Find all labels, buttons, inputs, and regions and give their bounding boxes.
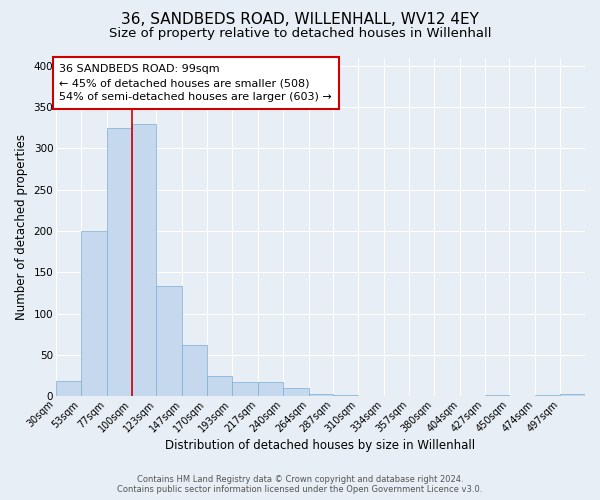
Bar <box>232 382 258 396</box>
Bar <box>131 124 157 396</box>
Bar <box>56 380 81 396</box>
Bar <box>81 231 107 396</box>
Text: 36 SANDBEDS ROAD: 99sqm
← 45% of detached houses are smaller (508)
54% of semi-d: 36 SANDBEDS ROAD: 99sqm ← 45% of detache… <box>59 64 332 102</box>
Bar <box>308 394 334 396</box>
X-axis label: Distribution of detached houses by size in Willenhall: Distribution of detached houses by size … <box>166 440 476 452</box>
Bar <box>157 286 182 397</box>
Text: Contains HM Land Registry data © Crown copyright and database right 2024.
Contai: Contains HM Land Registry data © Crown c… <box>118 474 482 494</box>
Text: Size of property relative to detached houses in Willenhall: Size of property relative to detached ho… <box>109 28 491 40</box>
Bar <box>258 382 283 396</box>
Bar <box>207 376 232 396</box>
Bar <box>182 345 207 397</box>
Y-axis label: Number of detached properties: Number of detached properties <box>15 134 28 320</box>
Bar <box>283 388 308 396</box>
Bar <box>107 128 131 396</box>
Bar <box>560 394 585 396</box>
Text: 36, SANDBEDS ROAD, WILLENHALL, WV12 4EY: 36, SANDBEDS ROAD, WILLENHALL, WV12 4EY <box>121 12 479 28</box>
